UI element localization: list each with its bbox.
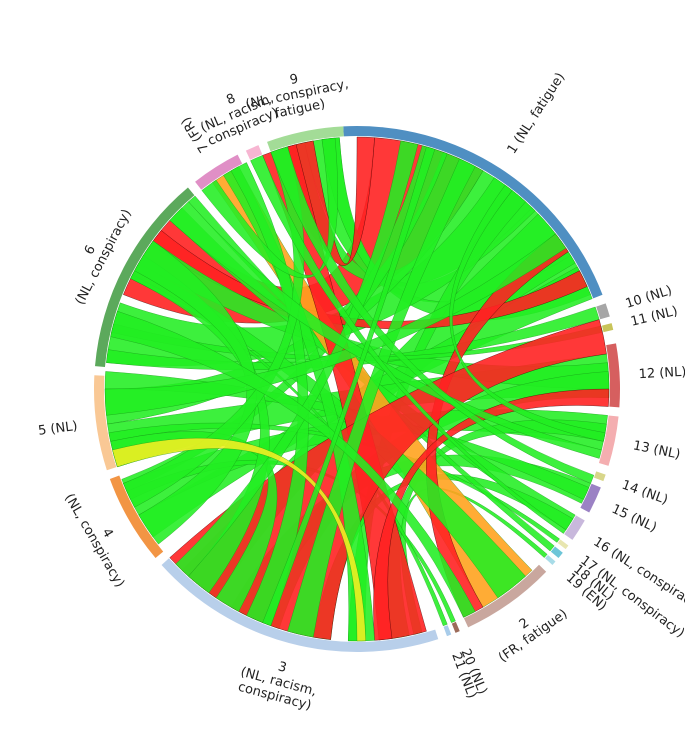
segment-arc-seg-14 [593, 471, 606, 482]
segment-label-seg-1: 1 (NL, fatigue) [505, 70, 569, 157]
segment-arc-seg-8 [245, 145, 263, 160]
ribbon-red-33 [373, 388, 610, 641]
segment-label-seg-13: 13 (NL) [632, 438, 682, 462]
ribbon-green-47 [250, 155, 567, 534]
segment-arc-seg-3 [161, 558, 439, 653]
ribbon-green-40 [134, 240, 257, 545]
segment-arc-seg-7 [195, 154, 243, 190]
segment-arc-seg-18 [550, 546, 563, 559]
segment-arc-seg-12 [606, 343, 620, 408]
segment-label-seg-5: 5 (NL) [37, 419, 78, 439]
segment-label-seg-12: 12 (NL) [638, 365, 685, 382]
segment-arc-seg-2 [463, 564, 547, 628]
segment-label-seg-15: 15 (NL) [609, 502, 659, 536]
segment-label-seg-14: 14 (NL) [620, 478, 670, 508]
segment-arc-seg-5 [93, 375, 117, 471]
segment-arc-seg-13 [598, 415, 619, 466]
ribbon-yellow-42 [112, 437, 366, 642]
ribbon-green-45 [169, 201, 602, 459]
segment-arc-seg-4 [109, 475, 164, 559]
segment-arc-seg-6 [95, 187, 195, 367]
segment-label-line: (NL, conspiracy) [61, 491, 127, 590]
segment-arc-seg-21 [443, 625, 452, 637]
segment-arc-seg-17 [557, 539, 569, 550]
segment-arc-seg-1 [343, 125, 603, 299]
segment-label-line: (FR, fatigue) [496, 607, 570, 666]
segment-label-line: 3 [276, 659, 288, 676]
segment-arc-seg-16 [564, 515, 585, 540]
ribbon-green-46 [201, 137, 338, 279]
segment-arc-seg-9 [267, 126, 344, 152]
segment-arc-seg-10 [596, 303, 610, 320]
segment-arc-seg-15 [580, 483, 601, 513]
segment-arc-seg-20 [451, 621, 460, 633]
segment-label-seg-3: 3(NL, racism,conspiracy) [235, 650, 322, 714]
ribbon-green-44 [110, 310, 476, 618]
ribbon-green-36 [230, 162, 309, 627]
ribbon-green-48 [270, 146, 595, 484]
ribbon-green-43 [104, 233, 567, 416]
segment-label-line: 9 [289, 72, 300, 88]
ribbons [104, 136, 610, 642]
ribbon-green-49 [262, 146, 436, 627]
segment-arc-seg-19 [545, 554, 556, 565]
segment-arcs [93, 125, 620, 653]
segment-arc-seg-11 [601, 323, 614, 333]
